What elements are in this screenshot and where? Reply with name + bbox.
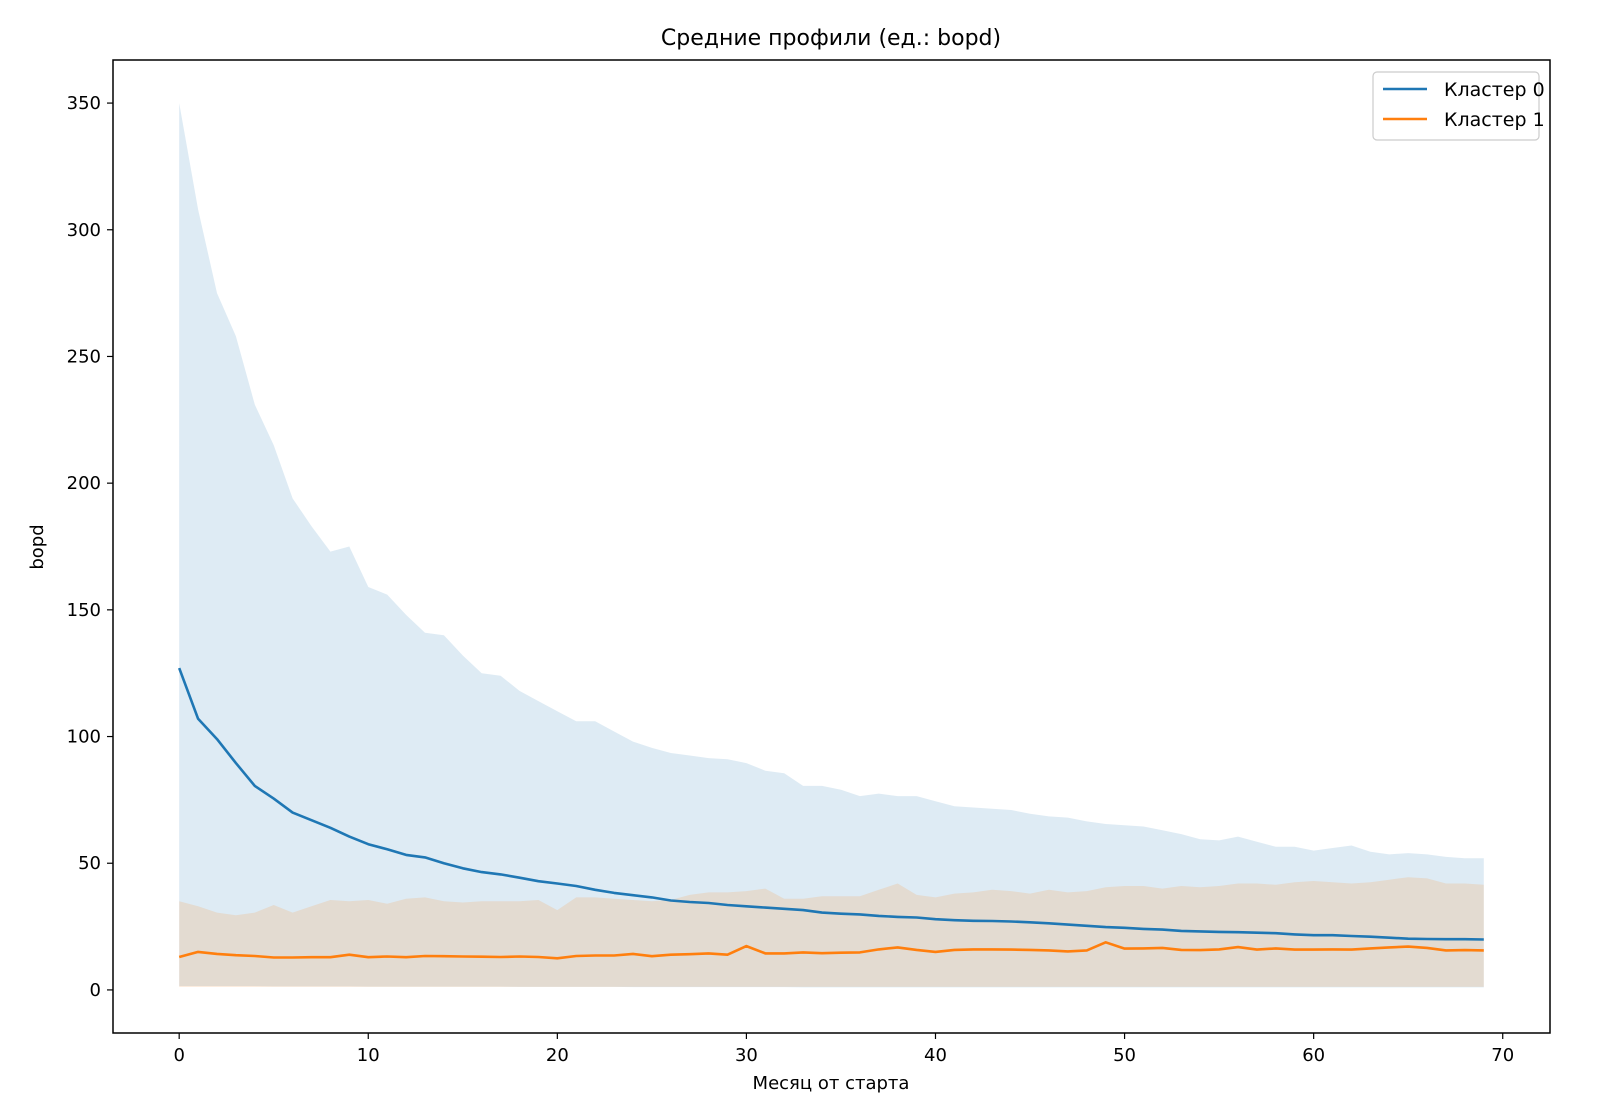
x-tick-label: 50: [1113, 1045, 1136, 1066]
x-tick-label: 0: [173, 1045, 184, 1066]
series-lines: [177, 667, 1484, 960]
band-series-0: [179, 103, 1484, 988]
y-tick-label: 200: [67, 473, 101, 494]
chart-title: Средние профили (ед.: bopd): [661, 26, 1001, 51]
legend-label-1: Кластер 1: [1444, 109, 1545, 131]
line-series-0: [177, 667, 1484, 941]
y-tick-label: 0: [90, 980, 101, 1001]
band-series-1: [179, 877, 1484, 987]
y-tick-label: 350: [67, 93, 101, 114]
y-axis-ticks: 0 50 100 150 200 250 300 350: [67, 93, 113, 1001]
y-tick-label: 150: [67, 600, 101, 621]
line-series-1: [178, 940, 1484, 960]
x-tick-label: 30: [735, 1045, 758, 1066]
x-axis-ticks: 0 10 20 30 40 50 60 70: [173, 1033, 1514, 1066]
x-tick-label: 10: [357, 1045, 380, 1066]
x-tick-label: 20: [546, 1045, 569, 1066]
y-tick-label: 250: [67, 346, 101, 367]
y-tick-label: 100: [67, 727, 101, 748]
x-tick-label: 60: [1302, 1045, 1325, 1066]
x-tick-label: 40: [924, 1045, 947, 1066]
x-tick-label: 70: [1491, 1045, 1514, 1066]
y-axis-label: bopd: [27, 524, 48, 569]
y-tick-label: 50: [78, 853, 101, 874]
y-tick-label: 300: [67, 220, 101, 241]
confidence-bands: [179, 103, 1484, 988]
plot-area-frame: [112, 59, 1551, 1034]
legend: Кластер 0 Кластер 1: [1372, 71, 1545, 141]
x-axis-label: Месяц от старта: [753, 1073, 910, 1094]
legend-label-0: Кластер 0: [1444, 79, 1545, 101]
